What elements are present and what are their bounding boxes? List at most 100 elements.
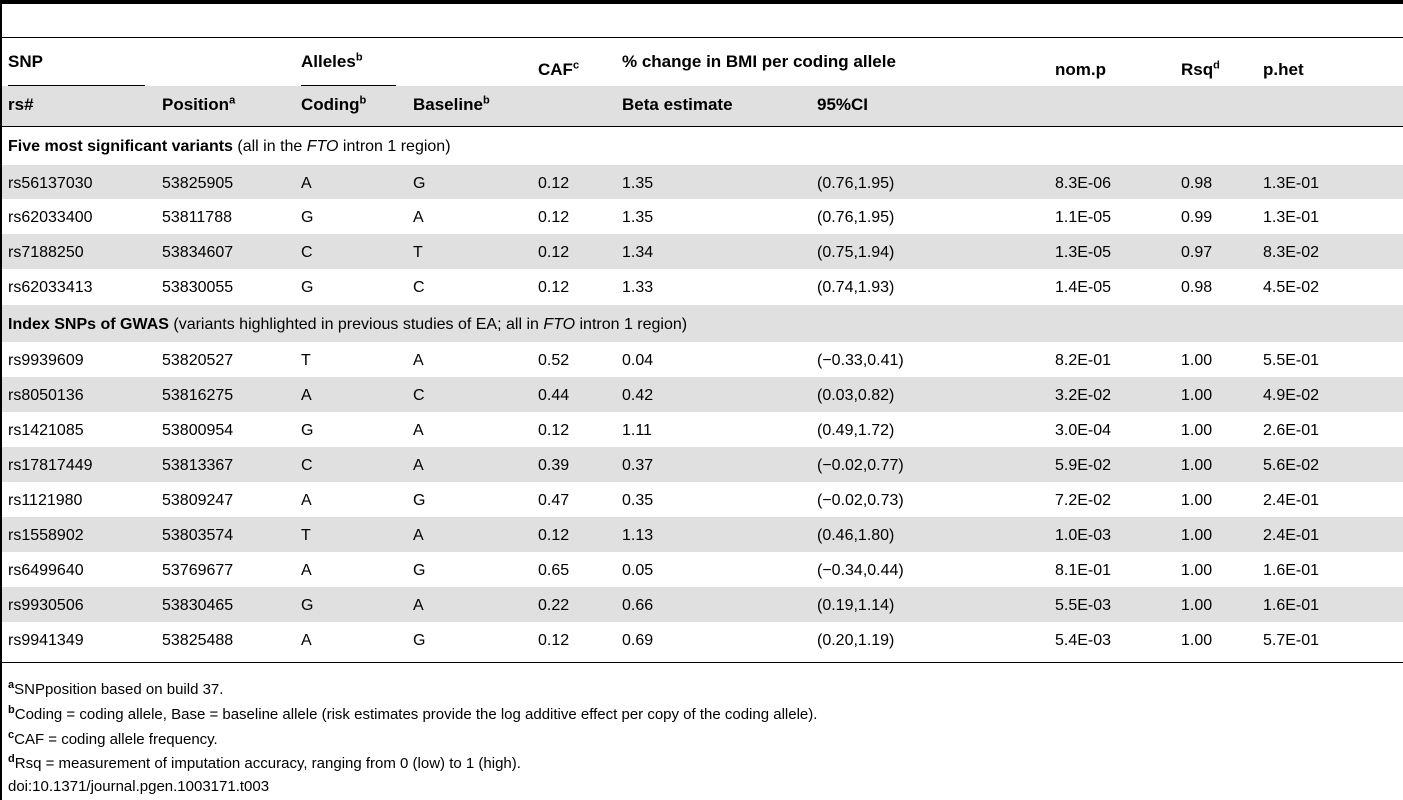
cell-ci: (0.20,1.19) xyxy=(817,632,895,649)
cell-position: 53830465 xyxy=(162,597,234,614)
cell-ci: (−0.02,0.77) xyxy=(817,457,904,474)
cell-beta: 0.04 xyxy=(622,352,654,369)
cell-coding: T xyxy=(301,527,311,544)
cell-ci: (0.75,1.94) xyxy=(817,244,895,261)
doi-link[interactable]: doi:10.1371/journal.pgen.1003171.t003 xyxy=(8,778,270,795)
cell-beta: 1.35 xyxy=(622,175,654,192)
cell-position: 53769677 xyxy=(162,562,234,579)
cell-nomp: 8.2E-01 xyxy=(1055,352,1112,369)
cell-rs: rs9941349 xyxy=(8,632,84,649)
cell-ci: (0.03,0.82) xyxy=(817,387,895,404)
cell-rsq: 1.00 xyxy=(1181,632,1213,649)
footnote-a: aSNPposition based on build 37. xyxy=(8,679,224,699)
cell-coding: G xyxy=(301,422,314,439)
cell-rs: rs56137030 xyxy=(8,175,93,192)
cell-coding: T xyxy=(301,352,311,369)
cell-position: 53830055 xyxy=(162,279,234,296)
cell-beta: 1.11 xyxy=(622,422,652,439)
cell-baseline: G xyxy=(413,492,426,509)
cell-nomp: 7.2E-02 xyxy=(1055,492,1112,509)
cell-rs: rs1421085 xyxy=(8,422,84,439)
cell-rs: rs9939609 xyxy=(8,352,84,369)
cell-caf: 0.12 xyxy=(538,244,570,261)
cell-caf: 0.44 xyxy=(538,387,570,404)
cell-caf: 0.12 xyxy=(538,422,570,439)
cell-baseline: T xyxy=(413,244,423,261)
cell-phet: 4.5E-02 xyxy=(1263,279,1320,296)
left-border xyxy=(0,0,2,800)
cell-ci: (0.74,1.93) xyxy=(817,279,895,296)
cell-caf: 0.12 xyxy=(538,175,570,192)
cell-coding: A xyxy=(301,387,312,404)
cell-coding: C xyxy=(301,457,313,474)
cell-nomp: 5.5E-03 xyxy=(1055,597,1112,614)
cell-beta: 0.37 xyxy=(622,457,654,474)
cell-rsq: 1.00 xyxy=(1181,492,1213,509)
cell-nomp: 3.0E-04 xyxy=(1055,422,1112,439)
cell-phet: 2.4E-01 xyxy=(1263,527,1320,544)
section-title: Five most significant variants (all in t… xyxy=(8,138,451,155)
cell-rsq: 1.00 xyxy=(1181,457,1213,474)
cell-rsq: 0.99 xyxy=(1181,209,1213,226)
cell-ci: (0.49,1.72) xyxy=(817,422,895,439)
cell-ci: (0.76,1.95) xyxy=(817,209,895,226)
cell-position: 53834607 xyxy=(162,244,234,261)
cell-nomp: 1.0E-03 xyxy=(1055,527,1112,544)
cell-coding: A xyxy=(301,562,312,579)
header-phet: p.het xyxy=(1263,60,1304,79)
cell-rs: rs7188250 xyxy=(8,244,84,261)
row-shade xyxy=(2,377,1403,412)
cell-baseline: A xyxy=(413,422,424,439)
row-shade xyxy=(2,447,1403,482)
header-rs: rs# xyxy=(8,95,34,114)
cell-baseline: C xyxy=(413,279,425,296)
cell-ci: (0.19,1.14) xyxy=(817,597,895,614)
header-rsq: Rsqd xyxy=(1181,59,1220,79)
cell-phet: 1.3E-01 xyxy=(1263,175,1320,192)
cell-rsq: 1.00 xyxy=(1181,422,1213,439)
header-top-rule xyxy=(2,37,1403,38)
cell-baseline: A xyxy=(413,457,424,474)
cell-phet: 8.3E-02 xyxy=(1263,244,1320,261)
header-snp: SNP xyxy=(8,52,43,71)
cell-beta: 0.66 xyxy=(622,597,654,614)
cell-coding: G xyxy=(301,597,314,614)
header-position: Positiona xyxy=(162,94,236,114)
subheader-shade xyxy=(2,86,1403,126)
row-shade xyxy=(2,517,1403,552)
cell-caf: 0.47 xyxy=(538,492,570,509)
cell-nomp: 5.4E-03 xyxy=(1055,632,1112,649)
cell-phet: 2.6E-01 xyxy=(1263,422,1320,439)
cell-coding: C xyxy=(301,244,313,261)
cell-ci: (−0.33,0.41) xyxy=(817,352,904,369)
footnote-c: cCAF = coding allele frequency. xyxy=(8,729,218,749)
row-shade xyxy=(2,165,1403,199)
row-shade xyxy=(2,587,1403,622)
cell-phet: 1.3E-01 xyxy=(1263,209,1320,226)
cell-beta: 0.42 xyxy=(622,387,654,404)
cell-phet: 5.5E-01 xyxy=(1263,352,1320,369)
cell-beta: 0.05 xyxy=(622,562,654,579)
cell-beta: 0.35 xyxy=(622,492,654,509)
header-beta: Beta estimate xyxy=(622,95,733,114)
cell-nomp: 1.3E-05 xyxy=(1055,244,1112,261)
cell-position: 53811788 xyxy=(162,209,232,226)
cell-position: 53800954 xyxy=(162,422,234,439)
cell-nomp: 1.1E-05 xyxy=(1055,209,1112,226)
cell-rs: rs1558902 xyxy=(8,527,84,544)
cell-baseline: A xyxy=(413,527,424,544)
cell-nomp: 8.1E-01 xyxy=(1055,562,1112,579)
footnote-d: dRsq = measurement of imputation accurac… xyxy=(8,753,521,773)
cell-coding: A xyxy=(301,492,312,509)
cell-baseline: G xyxy=(413,562,426,579)
cell-position: 53820527 xyxy=(162,352,234,369)
header-bottom-rule xyxy=(2,126,1403,127)
cell-rsq: 1.00 xyxy=(1181,597,1213,614)
section-shade xyxy=(2,305,1403,342)
cell-baseline: G xyxy=(413,175,426,192)
row-shade xyxy=(2,234,1403,269)
cell-position: 53803574 xyxy=(162,527,234,544)
cell-caf: 0.12 xyxy=(538,209,570,226)
cell-rs: rs62033413 xyxy=(8,279,93,296)
